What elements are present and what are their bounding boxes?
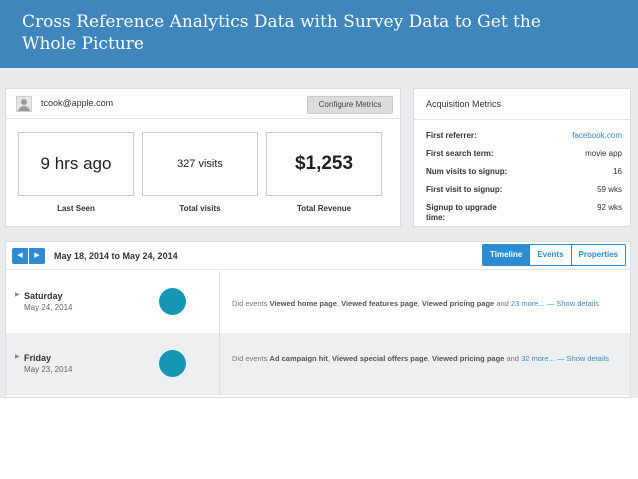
date-range: May 18, 2014 to May 24, 2014: [54, 251, 178, 261]
stat-label: Total visits: [179, 204, 221, 213]
show-details-link[interactable]: Show details: [556, 299, 599, 308]
activity-timeline: ◀ ▶ May 18, 2014 to May 24, 2014 Timelin…: [5, 241, 631, 398]
event-name: Viewed pricing page: [431, 354, 505, 363]
day-name: Saturday: [24, 291, 63, 301]
stat-value: $1,253: [294, 153, 354, 174]
user-avatar-icon: [16, 96, 32, 112]
event-name: Viewed special offers page: [332, 354, 428, 363]
tab-timeline[interactable]: Timeline: [483, 245, 530, 265]
event-name: Ad campaign hit: [269, 354, 328, 363]
timeline-day-row[interactable]: ▶ Saturday May 24, 2014 Did events Viewe…: [6, 271, 630, 333]
stat-label: Last Seen: [57, 204, 95, 213]
stat-value: 9 hrs ago: [40, 154, 112, 173]
view-tabs: Timeline Events Properties: [482, 244, 627, 266]
stat-value: 327 visits: [177, 158, 223, 170]
user-email: tcook@apple.com: [41, 98, 114, 108]
event-name: Viewed pricing page: [421, 299, 495, 308]
divider: [414, 119, 630, 120]
acq-label: First search term:: [426, 149, 494, 158]
slide-title: Cross Reference Analytics Data with Surv…: [22, 12, 541, 54]
day-summary: ▶ Saturday May 24, 2014: [6, 271, 220, 333]
more-events-link[interactable]: 32 more...: [521, 354, 555, 363]
events-and: and: [506, 354, 519, 363]
acq-label: Signup to upgrade time:: [426, 203, 497, 222]
tab-properties[interactable]: Properties: [570, 245, 626, 265]
events-and: and: [496, 299, 509, 308]
acquisition-title: Acquisition Metrics: [426, 99, 502, 109]
acq-value: 16: [613, 167, 622, 176]
day-date: May 24, 2014: [24, 303, 73, 312]
day-events: Did events Ad campaign hit, Viewed speci…: [232, 354, 610, 363]
more-events-link[interactable]: 23 more...: [510, 299, 545, 308]
caret-right-icon[interactable]: ▶: [15, 354, 20, 360]
stat-label: Total Revenue: [296, 204, 352, 213]
day-date: May 23, 2014: [24, 365, 73, 374]
stat-box-last-seen: 9 hrs ago: [18, 132, 134, 196]
timeline-header: ◀ ▶ May 18, 2014 to May 24, 2014 Timelin…: [6, 242, 630, 270]
user-profile-card: tcook@apple.com Configure Metrics 9 hrs …: [5, 88, 401, 227]
day-name: Friday: [24, 353, 52, 363]
slide-banner: Cross Reference Analytics Data with Surv…: [0, 0, 638, 68]
acq-value: 92 wks: [597, 203, 622, 212]
separator: —: [556, 354, 565, 363]
acq-value: movie app: [585, 149, 622, 158]
profile-header: tcook@apple.com Configure Metrics: [6, 89, 400, 119]
activity-dot: [159, 350, 186, 377]
timeline-day-row[interactable]: ▶ Friday May 23, 2014 Did events Ad camp…: [6, 333, 630, 395]
stat-box-total-revenue: $1,253: [266, 132, 382, 196]
acq-value-link[interactable]: facebook.com: [572, 131, 622, 140]
show-details-link[interactable]: Show details: [566, 354, 610, 363]
day-summary: ▶ Friday May 23, 2014: [6, 333, 220, 395]
acquisition-metrics-card: Acquisition Metrics First referrer: face…: [413, 88, 631, 227]
configure-metrics-button[interactable]: Configure Metrics: [307, 96, 393, 114]
acq-label: Num visits to signup:: [426, 167, 508, 176]
chevron-left-icon[interactable]: ◀: [12, 248, 28, 264]
day-events: Did events Viewed home page, Viewed feat…: [232, 299, 599, 308]
event-name: Viewed home page: [269, 299, 337, 308]
activity-dot: [159, 288, 186, 315]
events-prefix: Did events: [232, 299, 268, 308]
acq-label: First referrer:: [426, 131, 477, 140]
events-prefix: Did events: [232, 354, 268, 363]
stat-box-total-visits: 327 visits: [142, 132, 258, 196]
analytics-app: tcook@apple.com Configure Metrics 9 hrs …: [0, 68, 638, 398]
tab-events[interactable]: Events: [529, 245, 571, 265]
acq-value: 59 wks: [597, 185, 622, 194]
acq-label: First visit to signup:: [426, 185, 503, 194]
event-name: Viewed features page: [341, 299, 418, 308]
chevron-right-icon[interactable]: ▶: [29, 248, 45, 264]
caret-right-icon[interactable]: ▶: [15, 292, 20, 298]
separator: —: [546, 299, 555, 308]
